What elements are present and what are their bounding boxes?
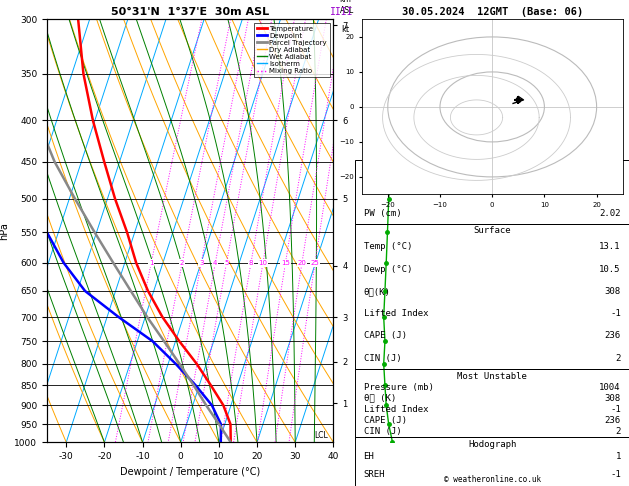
- Text: -1: -1: [610, 405, 621, 414]
- X-axis label: Dewpoint / Temperature (°C): Dewpoint / Temperature (°C): [120, 467, 260, 477]
- Text: 2: 2: [615, 427, 621, 436]
- Text: CIN (J): CIN (J): [364, 354, 401, 363]
- Y-axis label: hPa: hPa: [0, 222, 9, 240]
- Text: CIN (J): CIN (J): [364, 427, 401, 436]
- Legend: Temperature, Dewpoint, Parcel Trajectory, Dry Adiabat, Wet Adiabat, Isotherm, Mi: Temperature, Dewpoint, Parcel Trajectory…: [254, 23, 330, 77]
- Title: 50°31'N  1°37'E  30m ASL: 50°31'N 1°37'E 30m ASL: [111, 7, 269, 17]
- Text: 8: 8: [248, 260, 253, 266]
- Text: LCL: LCL: [314, 431, 328, 440]
- Text: -1: -1: [610, 309, 621, 318]
- Text: CAPE (J): CAPE (J): [364, 331, 406, 341]
- Bar: [355, 437, 629, 486]
- Text: -1: -1: [610, 470, 621, 479]
- Text: 4: 4: [213, 260, 218, 266]
- Text: 2.02: 2.02: [599, 208, 621, 218]
- Text: 2: 2: [615, 354, 621, 363]
- Text: 30.05.2024  12GMT  (Base: 06): 30.05.2024 12GMT (Base: 06): [401, 7, 583, 17]
- Text: SREH: SREH: [364, 470, 385, 479]
- Text: EH: EH: [364, 451, 374, 461]
- Text: 1004: 1004: [599, 382, 621, 392]
- Text: 5: 5: [225, 260, 229, 266]
- Text: 10: 10: [259, 260, 267, 266]
- Text: Lifted Index: Lifted Index: [364, 309, 428, 318]
- Text: 13.1: 13.1: [599, 243, 621, 251]
- Text: Surface: Surface: [474, 226, 511, 235]
- Text: Dewp (°C): Dewp (°C): [364, 264, 412, 274]
- Text: 10.5: 10.5: [599, 264, 621, 274]
- Text: 25: 25: [311, 260, 320, 266]
- Text: 20: 20: [298, 260, 306, 266]
- Text: km
ASL: km ASL: [340, 0, 354, 15]
- Text: CAPE (J): CAPE (J): [364, 416, 406, 425]
- Bar: [355, 224, 629, 369]
- Text: 1: 1: [149, 260, 153, 266]
- Text: 236: 236: [604, 416, 621, 425]
- Text: 236: 236: [604, 331, 621, 341]
- Text: Lifted Index: Lifted Index: [364, 405, 428, 414]
- Text: Temp (°C): Temp (°C): [364, 243, 412, 251]
- Text: kt: kt: [341, 25, 349, 34]
- Text: 2: 2: [180, 260, 184, 266]
- Text: Hodograph: Hodograph: [468, 440, 516, 449]
- Text: K: K: [364, 166, 369, 175]
- Text: © weatheronline.co.uk: © weatheronline.co.uk: [443, 474, 541, 484]
- Text: 308: 308: [604, 287, 621, 296]
- Text: Pressure (mb): Pressure (mb): [364, 382, 433, 392]
- Text: IIII: IIII: [330, 7, 353, 17]
- Bar: [355, 369, 629, 437]
- Text: θᴇ(K): θᴇ(K): [364, 287, 391, 296]
- Text: 55: 55: [610, 188, 621, 196]
- Text: 29: 29: [610, 166, 621, 175]
- Text: 15: 15: [281, 260, 290, 266]
- Text: Most Unstable: Most Unstable: [457, 372, 527, 381]
- Bar: [355, 160, 629, 224]
- Text: PW (cm): PW (cm): [364, 208, 401, 218]
- Text: Totals Totals: Totals Totals: [364, 188, 433, 196]
- Text: 1: 1: [615, 451, 621, 461]
- Text: 308: 308: [604, 394, 621, 403]
- Text: θᴇ (K): θᴇ (K): [364, 394, 396, 403]
- Text: 3: 3: [199, 260, 204, 266]
